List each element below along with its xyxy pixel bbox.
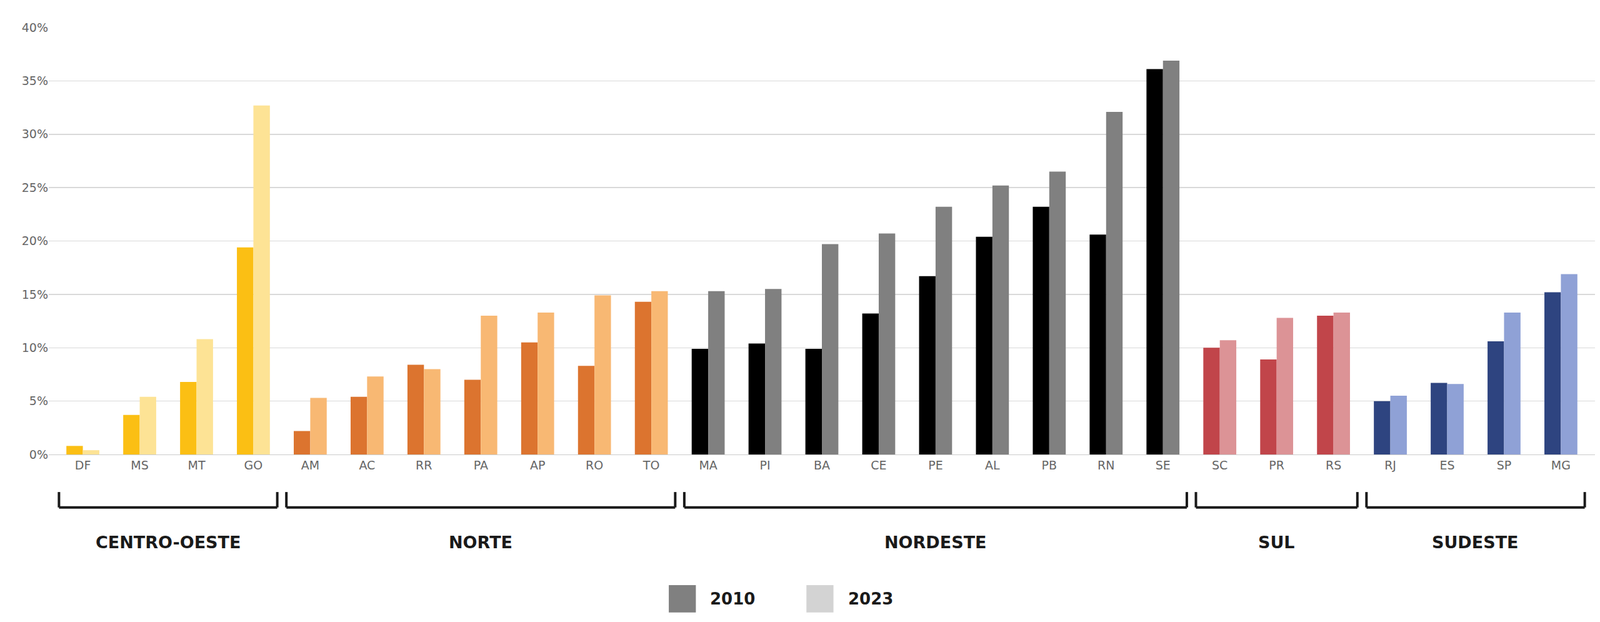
svg-text:AP: AP (530, 458, 545, 472)
svg-text:2023: 2023 (848, 589, 894, 609)
svg-text:10%: 10% (21, 340, 49, 355)
svg-text:SC: SC (1211, 458, 1228, 472)
svg-text:PI: PI (760, 458, 771, 472)
svg-text:AM: AM (301, 458, 320, 472)
svg-text:NORTE: NORTE (448, 532, 513, 552)
svg-text:0%: 0% (29, 447, 49, 462)
svg-text:RR: RR (415, 458, 432, 472)
svg-text:2010: 2010 (710, 589, 755, 609)
svg-text:5%: 5% (29, 393, 49, 408)
svg-text:DF: DF (75, 458, 92, 472)
svg-text:PR: PR (1268, 458, 1285, 472)
svg-text:CE: CE (870, 458, 887, 472)
svg-text:RO: RO (585, 458, 604, 472)
svg-text:AC: AC (358, 458, 375, 472)
svg-text:MA: MA (698, 458, 717, 472)
svg-text:TO: TO (642, 458, 660, 472)
svg-text:SUDESTE: SUDESTE (1431, 532, 1519, 552)
svg-text:SP: SP (1496, 458, 1512, 472)
svg-text:GO: GO (244, 458, 264, 472)
svg-text:NORDESTE: NORDESTE (884, 532, 987, 552)
svg-text:CENTRO-OESTE: CENTRO-OESTE (95, 532, 241, 552)
svg-text:SUL: SUL (1258, 532, 1295, 552)
svg-text:SE: SE (1155, 458, 1171, 472)
svg-text:40%: 40% (21, 20, 49, 35)
svg-text:15%: 15% (21, 287, 49, 302)
svg-text:PE: PE (928, 458, 943, 472)
svg-text:RJ: RJ (1384, 458, 1397, 472)
svg-text:BA: BA (813, 458, 830, 472)
svg-text:AL: AL (985, 458, 1000, 472)
svg-text:20%: 20% (21, 233, 49, 248)
svg-text:RN: RN (1097, 458, 1115, 472)
svg-text:MS: MS (130, 458, 149, 472)
svg-text:MT: MT (187, 458, 205, 472)
svg-text:25%: 25% (21, 180, 49, 195)
svg-text:PB: PB (1041, 458, 1058, 472)
svg-text:MG: MG (1551, 458, 1571, 472)
svg-text:35%: 35% (21, 73, 49, 88)
svg-text:PA: PA (473, 458, 489, 472)
svg-text:30%: 30% (21, 126, 49, 141)
svg-text:ES: ES (1439, 458, 1455, 472)
svg-text:RS: RS (1325, 458, 1342, 472)
